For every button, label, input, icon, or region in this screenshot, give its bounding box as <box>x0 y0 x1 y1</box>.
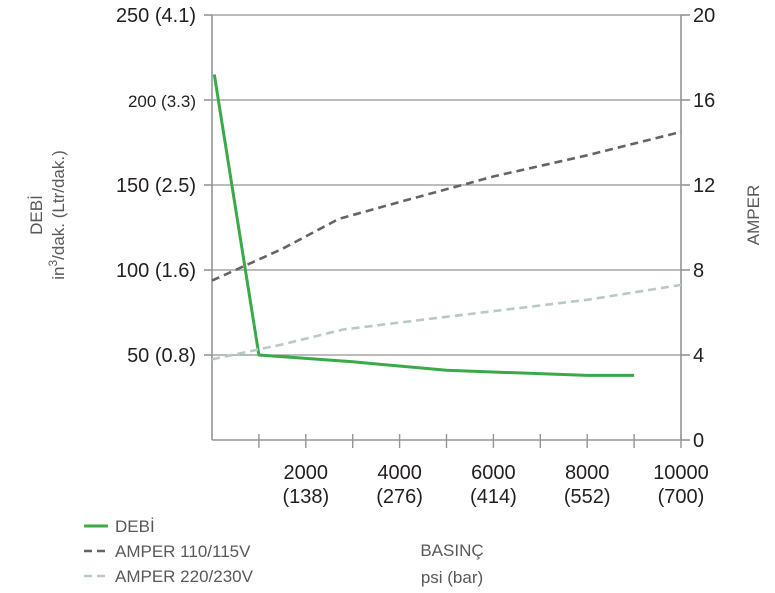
x-tick-sublabel: (552) <box>564 486 611 508</box>
y-left-title: DEBİ <box>27 195 46 235</box>
x-tick-label: 2000 <box>284 462 329 484</box>
legend-label-0: DEBİ <box>115 517 155 536</box>
legend-label-2: AMPER 220/230V <box>115 567 254 586</box>
y-right-tick-label: 16 <box>693 90 715 112</box>
x-tick-sublabel: (276) <box>376 486 423 508</box>
x-tick-label: 4000 <box>377 462 422 484</box>
series-line-1 <box>211 130 682 282</box>
legend: DEBİ AMPER 110/115V AMPER 220/230V <box>84 517 254 586</box>
series-line-0 <box>212 74 635 377</box>
x-tick-sublabel: (138) <box>282 486 329 508</box>
y-left-tick-label: 150 (2.5) <box>116 175 196 197</box>
y-right-tick-label: 12 <box>693 175 715 197</box>
y-right-tick-label: 4 <box>693 345 704 367</box>
ticks: 50 (0.8) 100 (1.6) 150 (2.5) 200 (3.3) 250 (… <box>116 5 715 508</box>
y-right-title: AMPER <box>744 185 763 245</box>
grid <box>212 14 681 356</box>
y-left-tick-label: 50 (0.8) <box>127 345 196 367</box>
x-axis-title: BASINÇ <box>420 541 483 560</box>
legend-label-1: AMPER 110/115V <box>115 542 251 561</box>
y-left-subtitle: in3/dak. (Ltr/dak.) <box>46 150 68 280</box>
x-tick-label: 6000 <box>471 462 516 484</box>
y-right-tick-label: 0 <box>693 430 704 452</box>
y-right-tick-label: 20 <box>693 5 715 27</box>
x-tick-sublabel: (700) <box>658 486 705 508</box>
y-right-tick-label: 8 <box>693 260 704 282</box>
y-left-tick-label: 250 (4.1) <box>116 5 196 27</box>
x-tick-label: 8000 <box>565 462 610 484</box>
y-left-tick-label: 100 (1.6) <box>116 260 196 282</box>
series-line-2 <box>211 283 682 361</box>
x-tick-sublabel: (414) <box>470 486 517 508</box>
y-left-tick-label: 200 (3.3) <box>128 92 196 111</box>
series <box>211 74 682 377</box>
x-tick-label: 10000 <box>653 462 709 484</box>
x-axis-subtitle: psi (bar) <box>421 568 483 587</box>
